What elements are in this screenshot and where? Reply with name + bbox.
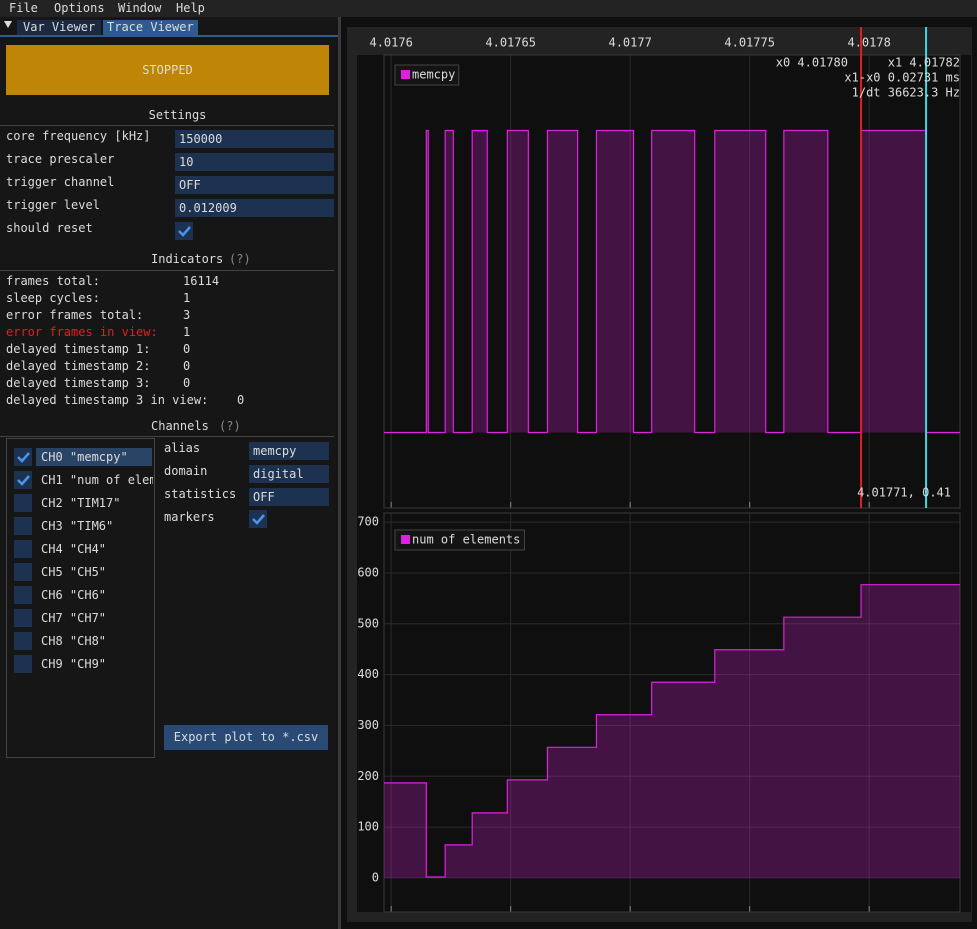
checkbox[interactable] <box>14 471 32 489</box>
tab[interactable]: Trace Viewer <box>103 20 198 35</box>
indicator-label: error frames total: <box>6 308 143 322</box>
checkmark <box>249 510 267 528</box>
indicator-value: 3 <box>183 308 190 322</box>
setting-input[interactable]: OFF <box>175 176 334 194</box>
indicator-value: 1 <box>183 325 190 339</box>
channel-label[interactable]: CH5 "CH5" <box>41 565 153 579</box>
status-button[interactable]: STOPPED <box>6 45 329 95</box>
separator <box>0 436 334 437</box>
indicator-value: 0 <box>183 342 190 356</box>
checkbox[interactable] <box>14 655 32 673</box>
indicator-label: delayed timestamp 3 in view: <box>6 393 208 407</box>
separator <box>0 270 334 271</box>
section-header: Settings <box>0 108 355 122</box>
y-tick-label: 500 <box>357 616 379 630</box>
setting-label: core frequency [kHz] <box>6 129 151 143</box>
setting-input[interactable]: 0.012009 <box>175 199 334 217</box>
checkmark <box>14 448 32 466</box>
checkbox[interactable] <box>14 517 32 535</box>
menu-item[interactable]: Window <box>118 1 161 15</box>
setting-label: should reset <box>6 221 93 235</box>
y-tick-label: 0 <box>372 870 379 884</box>
y-tick-label: 200 <box>357 769 379 783</box>
y-tick-label: 300 <box>357 718 379 732</box>
legend-swatch <box>401 70 410 79</box>
field-input[interactable]: digital <box>249 465 329 483</box>
checkbox[interactable] <box>14 632 32 650</box>
legend-label: num of elements <box>412 533 520 547</box>
indicator-value: 1 <box>183 291 190 305</box>
indicator-label: delayed timestamp 1: <box>6 342 151 356</box>
setting-input[interactable]: 10 <box>175 153 334 171</box>
cursor-label: x0 4.01780 <box>776 56 848 70</box>
indicator-value: 0 <box>183 359 190 373</box>
setting-input[interactable]: 150000 <box>175 130 334 148</box>
setting-label: trigger channel <box>6 175 114 189</box>
x-tick-label: 4.0176 <box>369 36 412 50</box>
checkbox[interactable] <box>14 609 32 627</box>
channel-label[interactable]: CH2 "TIM17" <box>41 496 153 510</box>
cursor-label: x1 4.01782 <box>888 56 960 70</box>
field-label: domain <box>164 464 207 478</box>
menu-item[interactable]: Help <box>176 1 205 15</box>
setting-label: trace prescaler <box>6 152 114 166</box>
field-input[interactable]: OFF <box>249 488 329 506</box>
checkbox[interactable] <box>14 494 32 512</box>
section-header: Indicators <box>151 252 223 266</box>
x-tick-label: 4.0177 <box>608 36 651 50</box>
channel-label[interactable]: CH7 "CH7" <box>41 611 153 625</box>
y-tick-label: 700 <box>357 515 379 529</box>
setting-label: trigger level <box>6 198 100 212</box>
checkbox[interactable] <box>175 222 193 240</box>
export-button[interactable]: Export plot to *.csv <box>164 725 328 750</box>
y-tick-label: 100 <box>357 820 379 834</box>
hover-label: 4.01771, 0.41 <box>857 486 951 500</box>
field-label: alias <box>164 441 200 455</box>
tab[interactable]: Var Viewer <box>17 20 101 35</box>
channel-label[interactable]: CH4 "CH4" <box>41 542 153 556</box>
y-tick-label: 400 <box>357 667 379 681</box>
indicator-label: error frames in view: <box>6 325 158 339</box>
legend-swatch <box>401 535 410 544</box>
help-mark[interactable]: (?) <box>229 252 251 266</box>
channel-label[interactable]: CH9 "CH9" <box>41 657 153 671</box>
field-input[interactable]: memcpy <box>249 442 329 460</box>
field-label: statistics <box>164 487 236 501</box>
x-tick-label: 4.01775 <box>724 36 775 50</box>
menu-item[interactable]: File <box>9 1 38 15</box>
indicator-value: 16114 <box>183 274 219 288</box>
tab-arrow <box>4 21 12 28</box>
checkbox[interactable] <box>14 448 32 466</box>
cursor-label: 1/dt 36623.3 Hz <box>852 86 960 100</box>
channel-label[interactable]: CH8 "CH8" <box>41 634 153 648</box>
x-tick-label: 4.0178 <box>847 36 890 50</box>
checkmark <box>14 471 32 489</box>
x-tick-label: 4.01765 <box>485 36 536 50</box>
indicator-label: delayed timestamp 2: <box>6 359 151 373</box>
indicator-value: 0 <box>237 393 244 407</box>
checkbox[interactable] <box>14 563 32 581</box>
cursor-label: x1-x0 0.02731 ms <box>844 71 960 85</box>
indicator-label: frames total: <box>6 274 100 288</box>
help-mark[interactable]: (?) <box>219 419 241 433</box>
channel-label[interactable]: CH0 "memcpy" <box>41 450 153 464</box>
field-label: markers <box>164 510 215 524</box>
checkbox[interactable] <box>14 540 32 558</box>
checkbox[interactable] <box>14 586 32 604</box>
menu-item[interactable]: Options <box>54 1 105 15</box>
checkmark <box>175 222 193 240</box>
y-tick-label: 600 <box>357 565 379 579</box>
channel-label[interactable]: CH1 "num of elem <box>41 473 153 487</box>
legend-label: memcpy <box>412 68 455 82</box>
tab-line <box>0 35 338 37</box>
indicator-label: delayed timestamp 3: <box>6 376 151 390</box>
channel-label[interactable]: CH3 "TIM6" <box>41 519 153 533</box>
channel-label[interactable]: CH6 "CH6" <box>41 588 153 602</box>
separator <box>0 125 334 126</box>
indicator-value: 0 <box>183 376 190 390</box>
section-header: Channels <box>151 419 209 433</box>
indicator-label: sleep cycles: <box>6 291 100 305</box>
checkbox[interactable] <box>249 510 267 528</box>
